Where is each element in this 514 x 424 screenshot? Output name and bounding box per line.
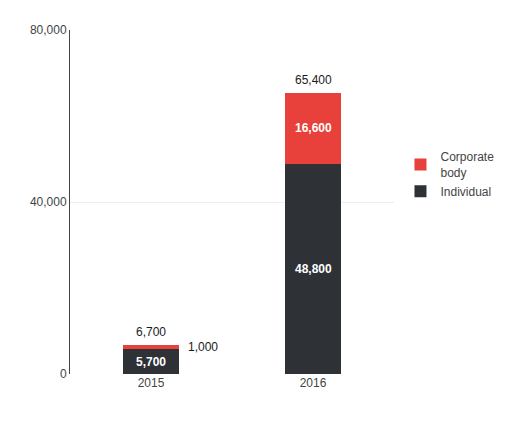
svg-text:1,000: 1,000 <box>188 340 218 354</box>
svg-text:16,600: 16,600 <box>295 121 332 135</box>
svg-text:Corporatebody: Corporatebody <box>440 150 494 180</box>
svg-text:6,700: 6,700 <box>136 325 166 339</box>
svg-text:5,700: 5,700 <box>136 355 166 369</box>
svg-text:2016: 2016 <box>300 376 327 390</box>
svg-text:40,000: 40,000 <box>30 195 67 209</box>
svg-text:Individual: Individual <box>440 185 491 199</box>
svg-text:80,000: 80,000 <box>30 23 67 37</box>
svg-text:48,800: 48,800 <box>295 262 332 276</box>
svg-text:2015: 2015 <box>138 376 165 390</box>
svg-text:65,400: 65,400 <box>295 73 332 87</box>
svg-text:0: 0 <box>60 367 67 381</box>
